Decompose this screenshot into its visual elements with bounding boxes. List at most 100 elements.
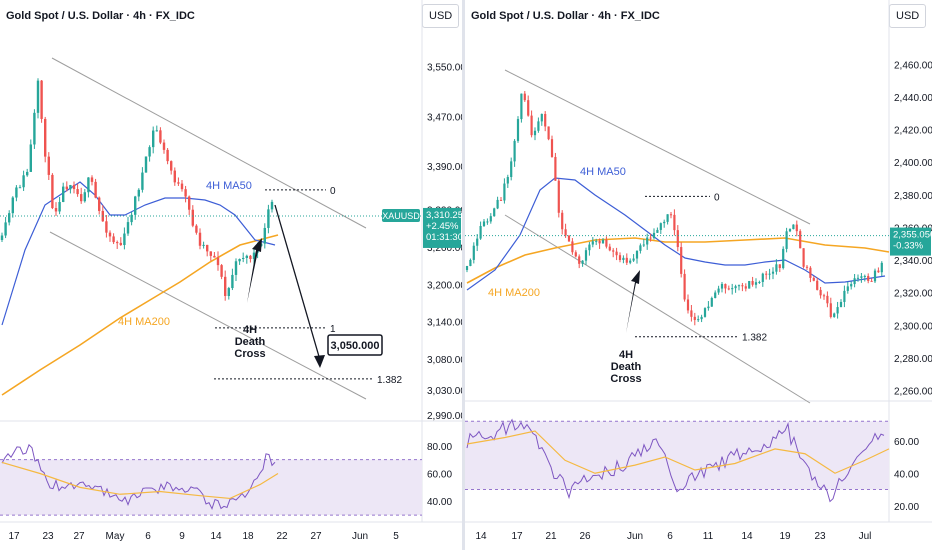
candle-body (632, 258, 635, 261)
price-tick-label: 2,400.000 (894, 158, 932, 169)
chart-canvas-left[interactable]: 3,550.0003,470.0003,390.0003,320.0003,26… (0, 0, 462, 550)
currency-button[interactable]: USD (422, 4, 460, 28)
candle-body (673, 214, 676, 231)
candle-body (622, 257, 625, 261)
candle-body (867, 275, 870, 281)
candle-body (629, 260, 632, 263)
time-tick-label: 6 (667, 531, 673, 542)
chart-panel-right[interactable]: Gold Spot / U.S. Dollar · 4h · FX_IDC US… (465, 0, 932, 550)
candle-body (245, 255, 248, 258)
candle-body (833, 313, 836, 317)
time-tick-label: 9 (179, 531, 185, 542)
candle-body (605, 239, 608, 247)
candle-body (465, 266, 469, 270)
channel-line (504, 69, 811, 225)
panel-divider[interactable] (462, 0, 465, 550)
candle-body (646, 237, 649, 245)
rsi-tick-label: 60.00 (427, 470, 452, 481)
candle-body (76, 189, 79, 195)
candle-body (839, 301, 843, 308)
candle-body (469, 259, 472, 267)
price-tick-label: 3,260.000 (427, 243, 462, 254)
currency-button[interactable]: USD (889, 4, 927, 28)
candle-body (540, 113, 543, 122)
candle-body (826, 295, 829, 304)
candle-body (727, 288, 730, 290)
time-tick-label: 23 (814, 531, 826, 542)
candle-body (126, 222, 130, 234)
candle-body (510, 161, 513, 178)
price-tick-label: 3,030.000 (427, 386, 462, 397)
candle-body (564, 229, 567, 236)
candle-body (843, 290, 846, 302)
candle-body (152, 130, 155, 148)
time-tick-label: 14 (210, 531, 222, 542)
candle-body (635, 250, 639, 259)
price-tick-label: 3,140.000 (427, 318, 462, 329)
candle-body (700, 316, 703, 320)
candle-body (44, 118, 47, 157)
time-tick-label: 27 (73, 531, 85, 542)
ma50-label: 4H MA50 (580, 166, 626, 178)
ma200-label: 4H MA200 (118, 316, 170, 328)
candle-body (802, 248, 805, 267)
chart-title: Gold Spot / U.S. Dollar · 4h · FX_IDC (471, 10, 660, 22)
time-tick-label: 22 (276, 531, 288, 542)
candle-body (571, 241, 574, 253)
candle-body (224, 276, 227, 296)
price-tick-label: 3,550.000 (427, 63, 462, 74)
chart-canvas-right[interactable]: 2,460.000 2,440.000 2,420.000 2,400.000 2,38… (465, 0, 932, 550)
candle-body (267, 209, 270, 228)
candle-body (119, 242, 122, 246)
candle-body (557, 180, 560, 213)
price-tag-text: 2,355.050 (893, 230, 932, 241)
price-tick-label: 2,420.000 (894, 126, 932, 137)
candle-body (513, 140, 516, 162)
time-tick-label: 23 (42, 531, 54, 542)
symbol-tag (382, 208, 420, 222)
candle-body (206, 244, 209, 252)
candle-body (202, 244, 205, 246)
candle-body (249, 255, 252, 260)
arrow-icon (314, 355, 325, 368)
candle-body (659, 223, 662, 230)
time-tick-label: Jul (859, 531, 872, 542)
candle-body (22, 175, 25, 188)
time-tick-label: Jun (627, 531, 643, 542)
candle-body (137, 189, 140, 197)
candle-body (731, 288, 734, 290)
candle-body (707, 306, 710, 309)
price-tick-label: 3,390.000 (427, 162, 462, 173)
candle-body (795, 224, 798, 232)
candle-body (751, 281, 754, 285)
candle-body (479, 225, 482, 239)
price-tag (423, 207, 461, 248)
chart-panel-left[interactable]: Gold Spot / U.S. Dollar · 4h · FX_IDC US… (0, 0, 462, 550)
candle-body (863, 275, 866, 277)
arrow-icon (626, 270, 640, 333)
time-tick-label: 6 (145, 531, 151, 542)
candle-body (83, 192, 86, 202)
candle-body (544, 113, 547, 127)
ma200-label: 4H MA200 (488, 287, 540, 299)
candle-body (180, 183, 184, 190)
candle-body (503, 183, 506, 201)
candle-body (65, 186, 68, 190)
candle-body (550, 139, 554, 157)
rsi-tick-label: 40.00 (894, 469, 919, 480)
candle-body (618, 255, 622, 261)
candle-body (782, 248, 785, 269)
price-tick-label: 3,470.000 (427, 112, 462, 123)
candle-body (238, 258, 241, 262)
death-cross-label: 4H (243, 324, 257, 336)
time-tick-label: 18 (242, 531, 254, 542)
candle-body (29, 144, 32, 172)
candle-body (612, 250, 615, 252)
candle-body (799, 231, 802, 249)
candle-body (263, 227, 266, 244)
candle-body (0, 235, 4, 240)
price-tag-text: +2.45% (426, 221, 459, 232)
candle-body (486, 221, 489, 223)
projection-line (274, 204, 321, 361)
candle-body (537, 121, 540, 131)
